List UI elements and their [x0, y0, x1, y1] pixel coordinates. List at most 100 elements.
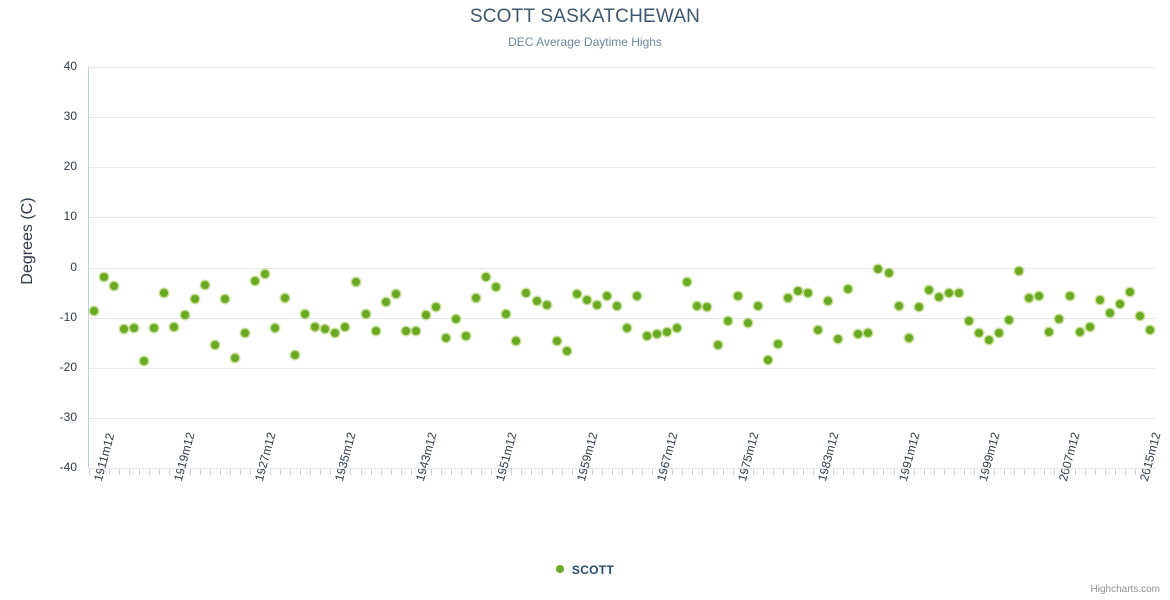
- data-point[interactable]: [934, 292, 943, 301]
- data-point[interactable]: [1075, 327, 1084, 336]
- data-point[interactable]: [482, 273, 491, 282]
- data-point[interactable]: [723, 317, 732, 326]
- data-point[interactable]: [1055, 314, 1064, 323]
- data-point[interactable]: [804, 288, 813, 297]
- data-point[interactable]: [753, 302, 762, 311]
- data-point[interactable]: [401, 327, 410, 336]
- data-point[interactable]: [1105, 309, 1114, 318]
- data-point[interactable]: [190, 294, 199, 303]
- data-point[interactable]: [924, 286, 933, 295]
- data-point[interactable]: [260, 270, 269, 279]
- data-point[interactable]: [894, 302, 903, 311]
- data-point[interactable]: [1095, 295, 1104, 304]
- data-point[interactable]: [995, 328, 1004, 337]
- data-point[interactable]: [602, 292, 611, 301]
- data-point[interactable]: [643, 331, 652, 340]
- data-point[interactable]: [1085, 322, 1094, 331]
- data-point[interactable]: [291, 351, 300, 360]
- data-point[interactable]: [512, 337, 521, 346]
- data-point[interactable]: [502, 310, 511, 319]
- data-point[interactable]: [421, 310, 430, 319]
- data-point[interactable]: [824, 297, 833, 306]
- data-point[interactable]: [301, 309, 310, 318]
- data-point[interactable]: [1065, 291, 1074, 300]
- data-point[interactable]: [271, 324, 280, 333]
- data-point[interactable]: [884, 268, 893, 277]
- data-point[interactable]: [110, 281, 119, 290]
- data-point[interactable]: [1045, 328, 1054, 337]
- data-point[interactable]: [200, 280, 209, 289]
- data-point[interactable]: [250, 276, 259, 285]
- data-point[interactable]: [874, 264, 883, 273]
- data-point[interactable]: [492, 283, 501, 292]
- data-point[interactable]: [954, 288, 963, 297]
- data-point[interactable]: [944, 289, 953, 298]
- data-point[interactable]: [743, 318, 752, 327]
- data-point[interactable]: [532, 296, 541, 305]
- data-point[interactable]: [773, 339, 782, 348]
- data-point[interactable]: [431, 302, 440, 311]
- data-point[interactable]: [985, 336, 994, 345]
- data-point[interactable]: [964, 316, 973, 325]
- data-point[interactable]: [361, 310, 370, 319]
- data-point[interactable]: [542, 300, 551, 309]
- data-point[interactable]: [351, 278, 360, 287]
- data-point[interactable]: [210, 341, 219, 350]
- data-point[interactable]: [442, 334, 450, 343]
- data-point[interactable]: [180, 310, 189, 319]
- data-point[interactable]: [904, 333, 913, 342]
- data-point[interactable]: [733, 291, 742, 300]
- data-point[interactable]: [623, 324, 632, 333]
- data-point[interactable]: [220, 294, 229, 303]
- data-point[interactable]: [341, 323, 350, 332]
- data-point[interactable]: [854, 329, 863, 338]
- legend-item-scott[interactable]: SCOTT: [555, 562, 614, 577]
- data-point[interactable]: [140, 356, 149, 365]
- data-point[interactable]: [311, 322, 320, 331]
- data-point[interactable]: [130, 323, 139, 332]
- data-point[interactable]: [281, 293, 290, 302]
- data-point[interactable]: [693, 302, 702, 311]
- data-point[interactable]: [452, 314, 461, 323]
- data-point[interactable]: [1015, 267, 1024, 275]
- data-point[interactable]: [562, 346, 571, 355]
- data-point[interactable]: [793, 286, 802, 295]
- data-point[interactable]: [522, 289, 531, 298]
- data-point[interactable]: [391, 289, 400, 298]
- data-point[interactable]: [90, 306, 99, 315]
- data-point[interactable]: [763, 355, 772, 364]
- data-point[interactable]: [1125, 287, 1134, 296]
- data-point[interactable]: [150, 323, 159, 332]
- data-point[interactable]: [592, 301, 601, 310]
- data-point[interactable]: [713, 340, 722, 349]
- data-point[interactable]: [673, 324, 682, 333]
- data-point[interactable]: [1025, 294, 1034, 303]
- data-point[interactable]: [331, 329, 340, 338]
- data-point[interactable]: [814, 326, 823, 335]
- data-point[interactable]: [230, 353, 239, 362]
- data-point[interactable]: [582, 296, 591, 305]
- data-point[interactable]: [703, 303, 712, 312]
- data-point[interactable]: [1005, 315, 1014, 324]
- data-point[interactable]: [1145, 325, 1154, 334]
- data-point[interactable]: [633, 291, 642, 300]
- data-point[interactable]: [612, 301, 621, 310]
- data-point[interactable]: [844, 284, 853, 293]
- data-point[interactable]: [663, 327, 672, 336]
- data-point[interactable]: [371, 326, 380, 335]
- data-point[interactable]: [462, 332, 471, 341]
- data-point[interactable]: [240, 328, 249, 337]
- data-point[interactable]: [1035, 291, 1044, 300]
- data-point[interactable]: [381, 297, 390, 306]
- data-point[interactable]: [834, 335, 843, 344]
- data-point[interactable]: [160, 288, 169, 297]
- data-point[interactable]: [683, 277, 692, 286]
- data-point[interactable]: [100, 272, 109, 281]
- data-point[interactable]: [653, 330, 662, 339]
- data-point[interactable]: [170, 323, 179, 332]
- data-point[interactable]: [1115, 300, 1124, 309]
- data-point[interactable]: [411, 326, 420, 335]
- data-point[interactable]: [472, 293, 481, 302]
- data-point[interactable]: [1135, 311, 1144, 320]
- data-point[interactable]: [975, 328, 983, 337]
